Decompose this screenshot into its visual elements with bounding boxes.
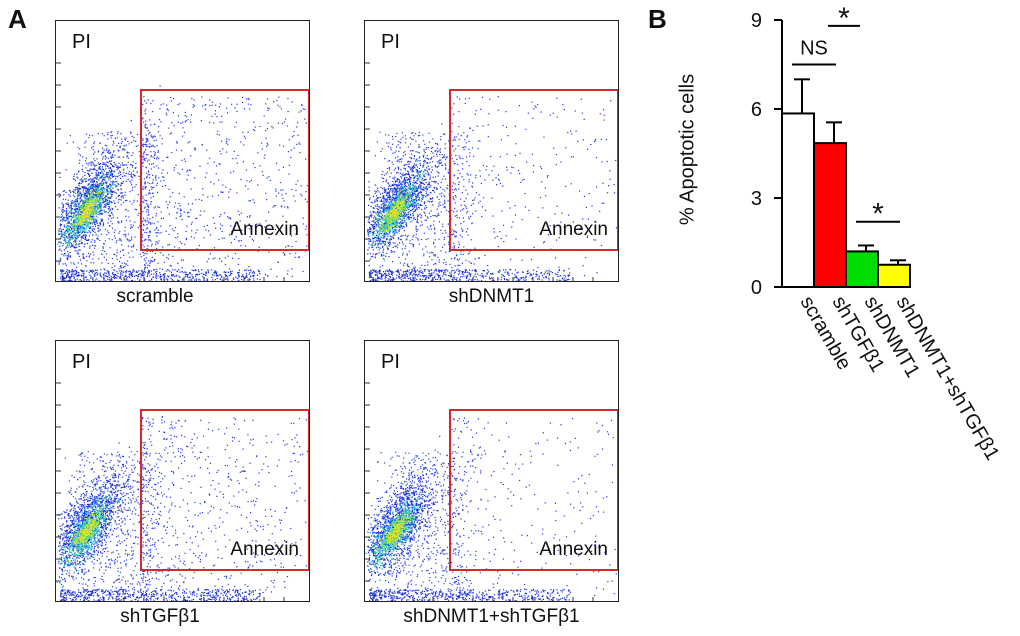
y-tick-label: 9 <box>751 10 762 32</box>
scatter-points <box>365 382 617 601</box>
pi-axis-label: PI <box>72 351 91 373</box>
annexin-gate <box>140 89 309 251</box>
comparison-label-2: * <box>872 198 884 231</box>
annexin-gate-label: Annexin <box>539 539 608 560</box>
flow-plot-shdnmt1-shtgfb1: PI Annexin <box>364 340 619 602</box>
sample-label-shtgfb1: shTGFβ1 <box>120 606 200 627</box>
comparison-label-0: NS <box>800 38 828 60</box>
scatter-points <box>56 382 309 601</box>
sample-label-shdnmt1-shtgfb1: shDNMT1+shTGFβ1 <box>403 606 580 627</box>
bar-1 <box>813 142 847 288</box>
sample-label-shdnmt1: shDNMT1 <box>448 286 535 307</box>
bar-2 <box>845 250 879 288</box>
scatter-points <box>365 62 618 281</box>
annexin-gate <box>140 409 309 571</box>
bar-0 <box>781 112 815 288</box>
pi-axis-label: PI <box>72 31 91 53</box>
pi-axis-label: PI <box>381 31 400 53</box>
pi-axis-label: PI <box>381 351 400 373</box>
annexin-gate <box>449 409 618 571</box>
annexin-gate-label: Annexin <box>539 219 608 240</box>
flow-plot-shdnmt1: PI Annexin <box>364 20 619 282</box>
annexin-gate <box>449 89 618 251</box>
sample-label-scramble: scramble <box>116 286 194 307</box>
flow-plot-shtgfb1: PI Annexin <box>55 340 310 602</box>
y-tick-label: 6 <box>751 99 762 121</box>
annexin-gate-label: Annexin <box>230 539 299 560</box>
panel-a-letter: A <box>8 4 27 34</box>
annexin-gate-label: Annexin <box>230 219 299 240</box>
bar-chart: 0369scrambleshTGFβ1shDNMT1shDNMT1+shTGFβ… <box>751 2 1004 464</box>
bar-3 <box>877 263 911 288</box>
y-tick-label: 0 <box>751 277 762 299</box>
flow-plot-scramble: PI Annexin <box>55 20 310 282</box>
y-tick-label: 3 <box>751 188 762 210</box>
comparison-label-1: * <box>838 2 850 35</box>
panel-b-letter: B <box>648 4 667 34</box>
